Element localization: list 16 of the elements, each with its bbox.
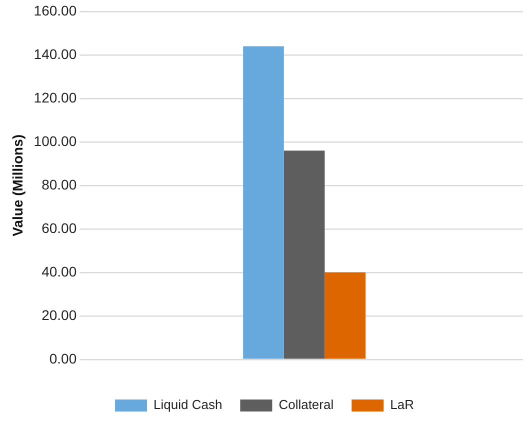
y-tick-label: 80.00 [42,176,77,192]
y-tick-label: 40.00 [42,263,77,280]
bar [243,46,284,359]
y-tick-label: 100.00 [34,132,77,149]
legend-label: LaR [390,397,414,412]
legend-label: Liquid Cash [154,397,222,412]
bar [324,272,366,359]
y-tick-label: 140.00 [34,46,77,62]
y-tick-label: 60.00 [42,220,77,236]
y-tick-label: 120.00 [34,89,77,106]
y-axis-title: Value (Millions) [9,134,26,236]
y-tick-label: 20.00 [42,306,77,323]
y-tick-label: 0.00 [49,350,77,366]
legend-label: Collateral [278,397,334,412]
bar [284,150,325,359]
y-tick-label: 160.00 [34,2,77,18]
